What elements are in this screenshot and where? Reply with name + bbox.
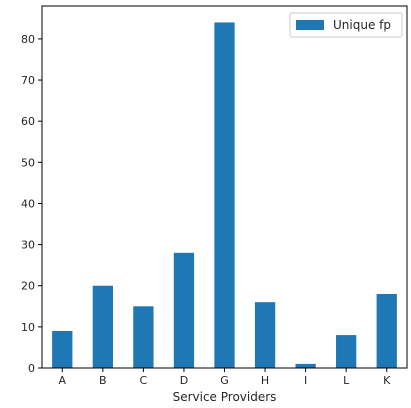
x-tick-label-H: H: [261, 374, 269, 387]
y-tick-label-50: 50: [21, 156, 35, 169]
x-tick-label-A: A: [59, 374, 67, 387]
plot-frame: [41, 5, 408, 369]
y-axis-ticks: 0 10 20 30 40 50 60 70 80: [21, 33, 42, 375]
bar-I: [295, 363, 316, 368]
legend-label: Unique fp: [333, 18, 391, 32]
x-tick-label-G: G: [220, 374, 229, 387]
bar-D: [173, 252, 195, 368]
y-tick-label-70: 70: [21, 74, 35, 87]
legend-swatch: [296, 20, 324, 30]
y-tick-label-20: 20: [21, 280, 35, 293]
x-tick-label-L: L: [343, 374, 350, 387]
bars-group: [52, 22, 397, 368]
y-tick-label-30: 30: [21, 239, 35, 252]
y-tick-label-10: 10: [21, 321, 35, 334]
bar-C: [133, 306, 154, 368]
bar-K: [376, 293, 397, 368]
bar-B: [92, 285, 113, 368]
y-tick-label-40: 40: [21, 197, 35, 210]
bar-L: [336, 335, 357, 368]
x-tick-label-I: I: [304, 374, 307, 387]
x-tick-label-C: C: [140, 374, 148, 387]
bar-H: [254, 302, 276, 368]
x-axis-label: Service Providers: [173, 390, 277, 404]
x-tick-label-B: B: [99, 374, 107, 387]
bar-A: [52, 330, 73, 368]
x-tick-label-K: K: [383, 374, 391, 387]
x-tick-label-D: D: [180, 374, 188, 387]
y-tick-label-0: 0: [28, 362, 35, 375]
y-tick-label-60: 60: [21, 115, 35, 128]
y-tick-label-80: 80: [21, 33, 35, 46]
bar-G: [214, 22, 235, 368]
legend: Unique fp: [289, 12, 403, 38]
plot-area: 0 10 20 30 40 50 60 70 80 A B C D G H I L K: [21, 5, 408, 387]
legend-box: [289, 12, 403, 38]
